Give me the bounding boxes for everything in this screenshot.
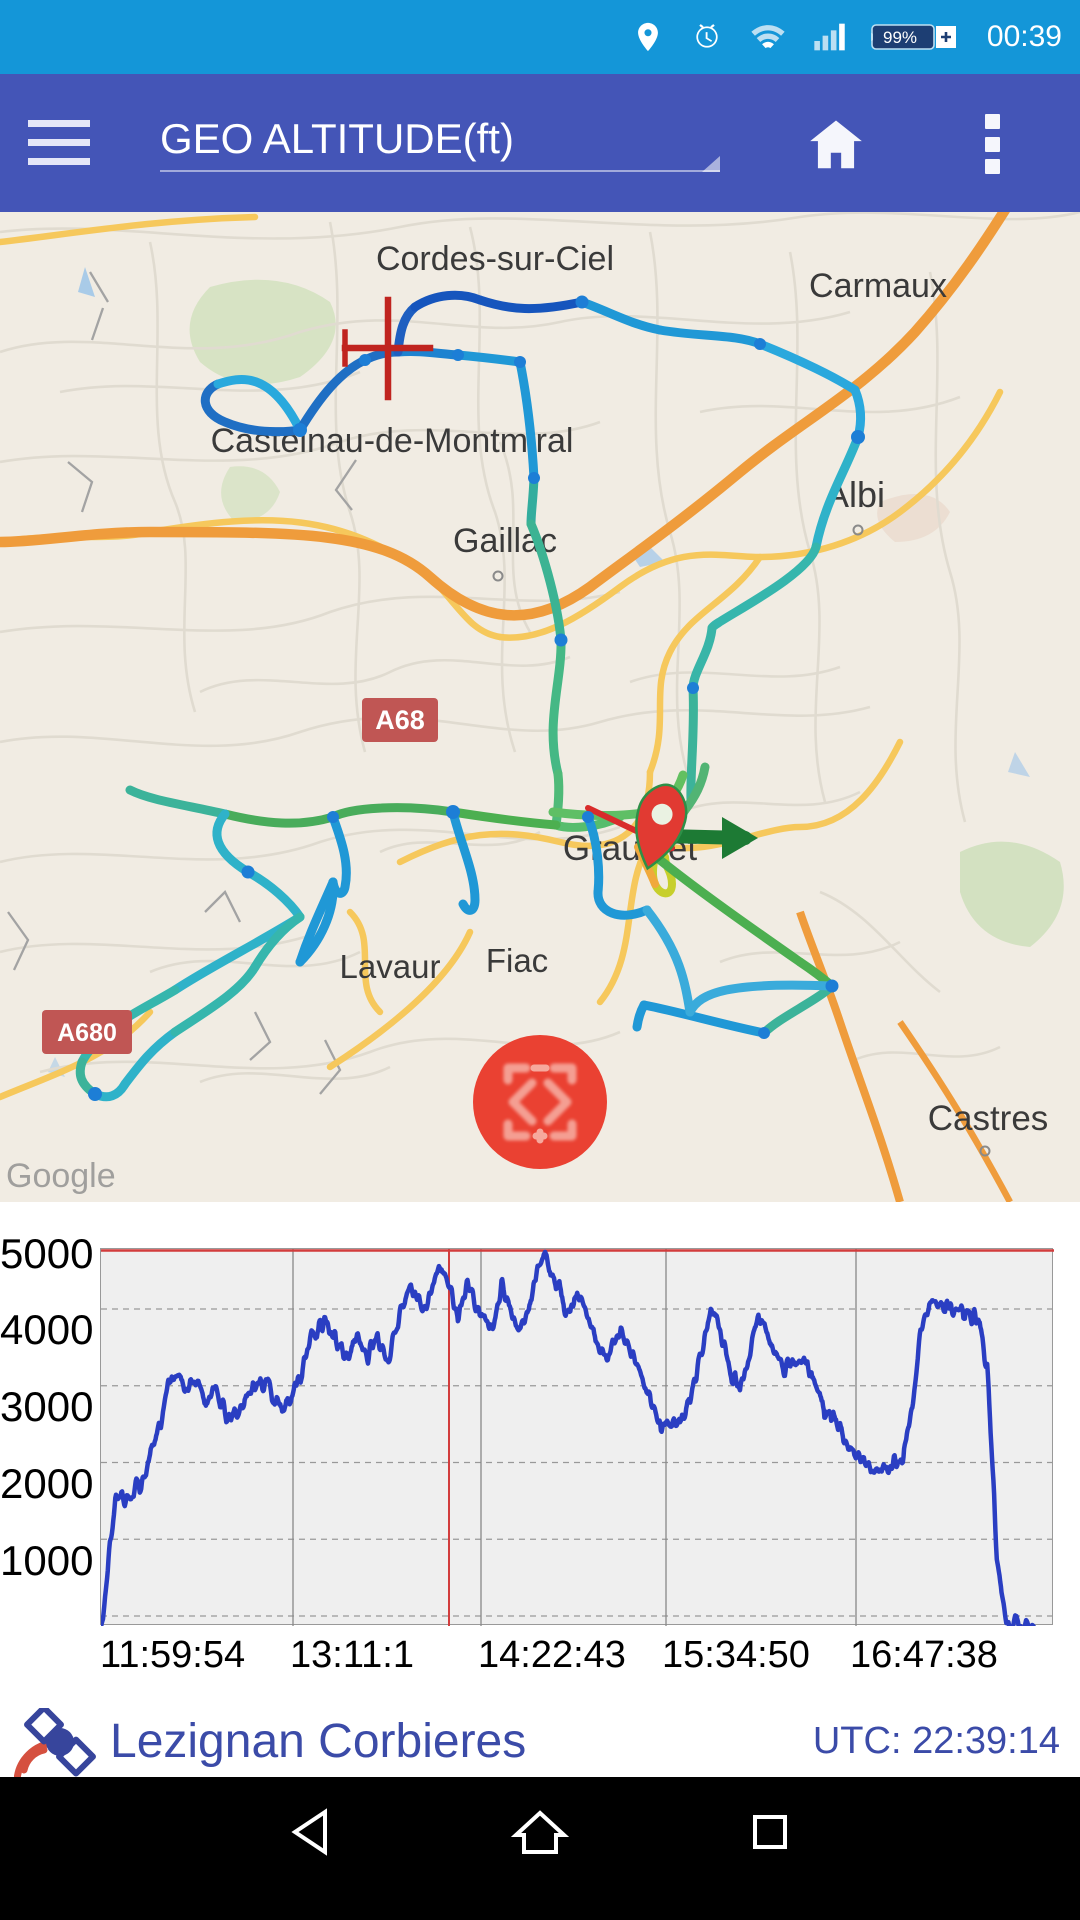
svg-text:Castres: Castres: [928, 1099, 1049, 1138]
svg-text:Carmaux: Carmaux: [809, 267, 947, 305]
svg-text:A680: A680: [57, 1019, 117, 1047]
svg-text:A68: A68: [375, 705, 425, 735]
svg-text:Fiac: Fiac: [486, 942, 548, 979]
svg-text:Lavaur: Lavaur: [340, 948, 441, 985]
svg-text:99%: 99%: [883, 28, 917, 47]
svg-text:Cordes-sur-Ciel: Cordes-sur-Ciel: [376, 240, 614, 278]
